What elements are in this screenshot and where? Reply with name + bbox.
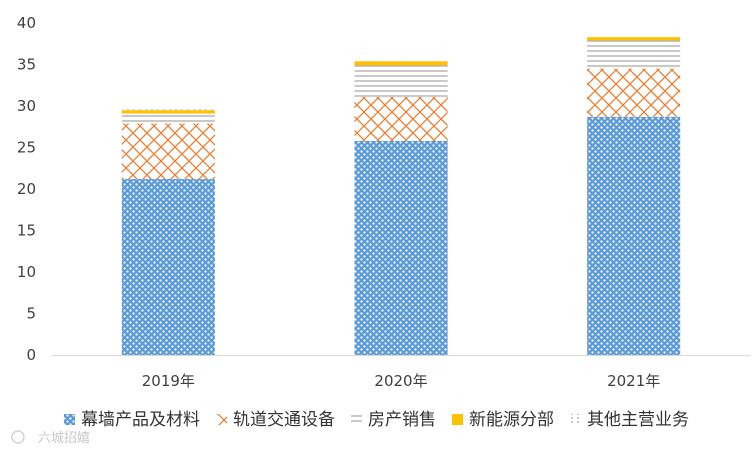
- legend-label: 其他主营业务: [587, 410, 689, 430]
- bar-segment: [354, 65, 448, 97]
- x-tick-label: 2019年: [142, 372, 195, 390]
- bar-segment: [121, 123, 215, 179]
- legend-item: 新能源分部: [452, 410, 554, 430]
- legend-swatch: [216, 414, 227, 425]
- watermark-text: 六城招嬉: [38, 431, 90, 446]
- legend-swatch: [351, 414, 362, 425]
- x-axis: 2019年 2020年 2021年: [142, 372, 661, 390]
- bar-segment: [587, 68, 681, 117]
- bar-segment: [121, 113, 215, 124]
- y-tick-label: 10: [17, 263, 36, 281]
- y-tick-label: 40: [17, 14, 36, 32]
- y-tick-label: 0: [26, 346, 36, 364]
- legend-label: 幕墙产品及材料: [81, 410, 200, 430]
- bar-segment: [587, 116, 681, 355]
- bar-segment: [354, 61, 448, 66]
- legend-label: 新能源分部: [469, 410, 554, 430]
- bar-segment: [587, 36, 681, 38]
- legend-swatch: [452, 414, 463, 425]
- y-axis: 0 5 10 15 20 25 30 35 40: [17, 14, 750, 364]
- watermark: 六城招嬉: [11, 430, 90, 446]
- y-tick-label: 20: [17, 180, 36, 198]
- x-tick-label: 2021年: [607, 372, 660, 390]
- x-tick-label: 2020年: [374, 372, 427, 390]
- legend-item: 其他主营业务: [570, 410, 689, 430]
- bars: [121, 36, 681, 355]
- bar-segment: [354, 60, 448, 62]
- legend-item: 轨道交通设备: [216, 410, 335, 430]
- legend-swatch: [570, 414, 581, 425]
- y-tick-label: 15: [17, 222, 36, 240]
- y-tick-label: 25: [17, 139, 36, 157]
- bar-segment: [121, 109, 215, 111]
- bar-segment: [121, 110, 215, 114]
- y-tick-label: 35: [17, 56, 36, 74]
- legend: 幕墙产品及材料 轨道交通设备 房产销售 新能源分部 其他主营业务: [64, 410, 689, 430]
- legend-item: 房产销售: [351, 410, 436, 430]
- y-tick-label: 30: [17, 97, 36, 115]
- bar-segment: [587, 40, 681, 69]
- bar-segment: [587, 37, 681, 41]
- legend-label: 房产销售: [368, 410, 436, 430]
- bar-segment: [354, 96, 448, 141]
- legend-item: 幕墙产品及材料: [64, 410, 200, 430]
- bar-segment: [354, 140, 448, 355]
- bar-segment: [121, 179, 215, 355]
- legend-label: 轨道交通设备: [233, 410, 335, 430]
- legend-swatch: [64, 414, 75, 425]
- y-tick-label: 5: [26, 305, 36, 323]
